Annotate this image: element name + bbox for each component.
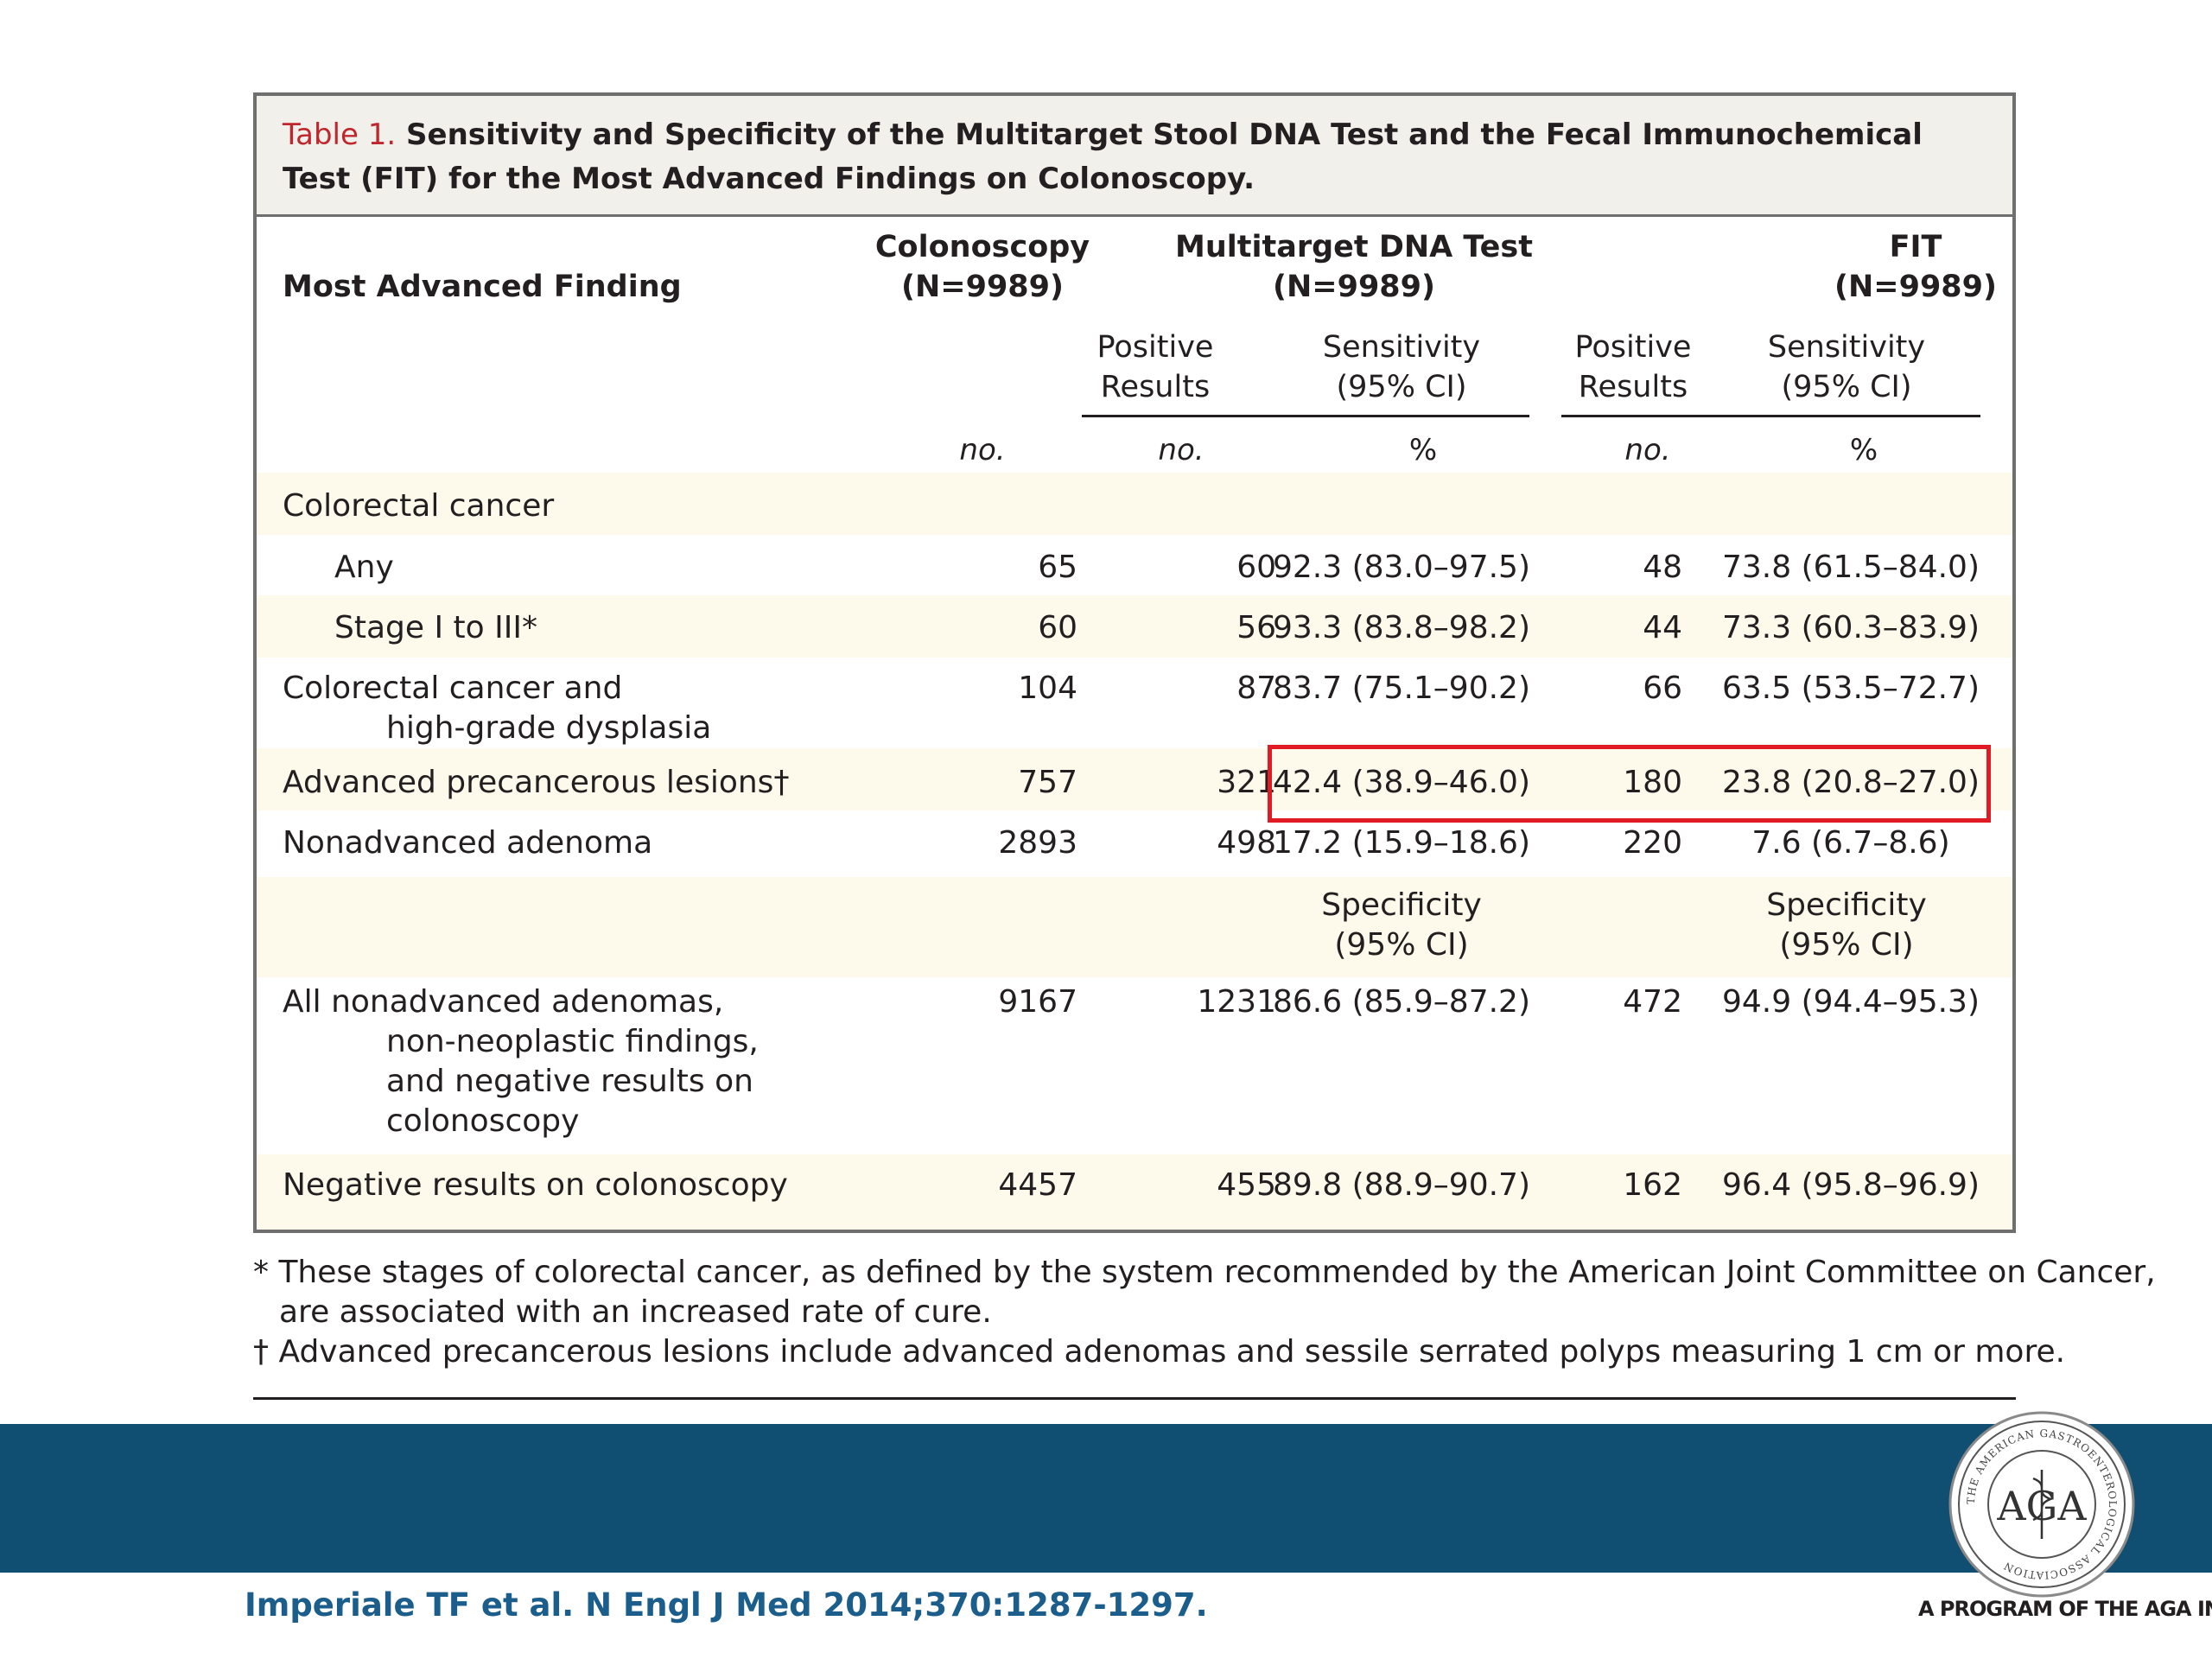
header-fit-n: (N=9989) [1834, 270, 1998, 304]
row-label-nonadvanced-adenoma: Nonadvanced adenoma [283, 825, 653, 861]
header-dna-test-n: (N=9989) [1272, 270, 1436, 304]
subheader-fit-positive: Positive Results [1574, 330, 1692, 404]
cell-fit-sensitivity: 73.8 (61.5–84.0) [1721, 550, 1980, 585]
highlight-box [1268, 745, 1991, 823]
cell-dna-positive: 321 [1217, 765, 1276, 800]
table-title-bar: Table 1. Sensitivity and Specificity of … [257, 96, 2012, 217]
cell-fit-positive: 66 [1643, 671, 1682, 706]
footer-band [0, 1424, 2212, 1573]
table-title: Table 1. Sensitivity and Specificity of … [283, 113, 1986, 201]
citation: Imperiale TF et al. N Engl J Med 2014;37… [245, 1586, 1208, 1624]
row-label-crc-hgd: Colorectal cancer and high-grade dysplas… [283, 671, 712, 746]
header-colonoscopy-n: (N=9989) [900, 270, 1065, 304]
subheader-fit-specificity: Specificity (95% CI) [1766, 887, 1927, 963]
cell-fit-positive: 220 [1623, 825, 1682, 861]
row-band [257, 748, 2012, 810]
results-table: Table 1. Sensitivity and Specificity of … [253, 92, 2016, 1233]
header-colonoscopy: Colonoscopy (N=9989) [853, 227, 1112, 307]
subheader-dna-positive: Positive Results [1096, 330, 1214, 404]
row-band [257, 1154, 2012, 1230]
subheader-dna-specificity: Specificity (95% CI) [1321, 887, 1482, 963]
cell-fit-sensitivity: 23.8 (20.8–27.0) [1721, 765, 1980, 800]
cell-fit-positive: 180 [1623, 765, 1682, 800]
dna-header-rule [1082, 415, 1529, 417]
cell-colonoscopy: 4457 [998, 1167, 1077, 1203]
footnote-star-cont: are associated with an increased rate of… [279, 1294, 992, 1330]
row-label-all-nonadvanced: All nonadvanced adenomas, non-neoplastic… [283, 984, 759, 1139]
subheader-fit-sensitivity: Sensitivity (95% CI) [1767, 330, 1926, 404]
header-dna-test: Multitarget DNA Test (N=9989) [1095, 227, 1613, 307]
cell-dna-positive: 455 [1217, 1167, 1276, 1203]
cell-dna-sensitivity: 92.3 (83.0–97.5) [1272, 550, 1530, 585]
cell-colonoscopy: 9167 [998, 984, 1077, 1020]
row-band [257, 473, 2012, 535]
cell-dna-sensitivity: 17.2 (15.9–18.6) [1272, 825, 1530, 861]
units-fit-positive: no. [1624, 433, 1671, 467]
row-label-negative-results: Negative results on colonoscopy [283, 1167, 788, 1203]
cell-fit-sensitivity: 7.6 (6.7–8.6) [1751, 825, 1950, 861]
cell-colonoscopy: 2893 [998, 825, 1077, 861]
cell-colonoscopy: 60 [1038, 610, 1077, 645]
units-dna-sensitivity: % [1408, 433, 1438, 467]
header-fit: FIT (N=9989) [1786, 227, 2045, 307]
cell-fit-sensitivity: 73.3 (60.3–83.9) [1721, 610, 1980, 645]
cell-dna-positive: 498 [1217, 825, 1276, 861]
cell-fit-positive: 48 [1643, 550, 1682, 585]
units-fit-sensitivity: % [1849, 433, 1878, 467]
cell-fit-specificity: 94.9 (94.4–95.3) [1721, 984, 1980, 1020]
cell-dna-sensitivity: 93.3 (83.8–98.2) [1272, 610, 1530, 645]
aga-tagline: A PROGRAM OF THE AGA INSTITUTE [1918, 1597, 2212, 1621]
row-label-any: Any [334, 550, 394, 585]
cell-colonoscopy: 757 [1018, 765, 1077, 800]
cell-colonoscopy: 104 [1018, 671, 1077, 706]
fit-header-rule [1561, 415, 1980, 417]
table-label: Table 1. [283, 118, 397, 152]
header-finding: Most Advanced Finding [283, 270, 682, 304]
cell-colonoscopy: 65 [1038, 550, 1077, 585]
table-title-text: Sensitivity and Specificity of the Multi… [283, 118, 1923, 196]
footnote-rule [253, 1397, 2016, 1400]
cell-fit-positive: 44 [1643, 610, 1682, 645]
aga-seal-logo: THE AMERICAN GASTROENTEROLOGICAL ASSOCIA… [1948, 1411, 2135, 1598]
cell-dna-specificity: 86.6 (85.9–87.2) [1272, 984, 1530, 1020]
cell-fit-sensitivity: 63.5 (53.5–72.7) [1721, 671, 1980, 706]
cell-dna-sensitivity: 83.7 (75.1–90.2) [1272, 671, 1530, 706]
cell-fit-positive: 162 [1623, 1167, 1682, 1203]
cell-dna-positive: 87 [1236, 671, 1276, 706]
row-band [257, 595, 2012, 658]
row-band [257, 877, 2012, 977]
units-colonoscopy: no. [959, 433, 1006, 467]
row-label-colorectal-cancer: Colorectal cancer [283, 488, 555, 524]
cell-dna-positive: 60 [1236, 550, 1276, 585]
cell-dna-sensitivity: 42.4 (38.9–46.0) [1272, 765, 1530, 800]
cell-dna-positive: 56 [1236, 610, 1276, 645]
footnote-star: * These stages of colorectal cancer, as … [253, 1255, 2156, 1290]
units-dna-positive: no. [1158, 433, 1205, 467]
subheader-dna-sensitivity: Sensitivity (95% CI) [1322, 330, 1481, 404]
row-label-stage: Stage I to III* [334, 610, 537, 645]
cell-fit-specificity: 96.4 (95.8–96.9) [1721, 1167, 1980, 1203]
cell-dna-specificity: 89.8 (88.9–90.7) [1272, 1167, 1530, 1203]
cell-dna-positive: 1231 [1197, 984, 1276, 1020]
footnote-dagger: † Advanced precancerous lesions include … [253, 1334, 2066, 1370]
row-label-advanced-precancerous: Advanced precancerous lesions† [283, 765, 790, 800]
cell-fit-positive: 472 [1623, 984, 1682, 1020]
